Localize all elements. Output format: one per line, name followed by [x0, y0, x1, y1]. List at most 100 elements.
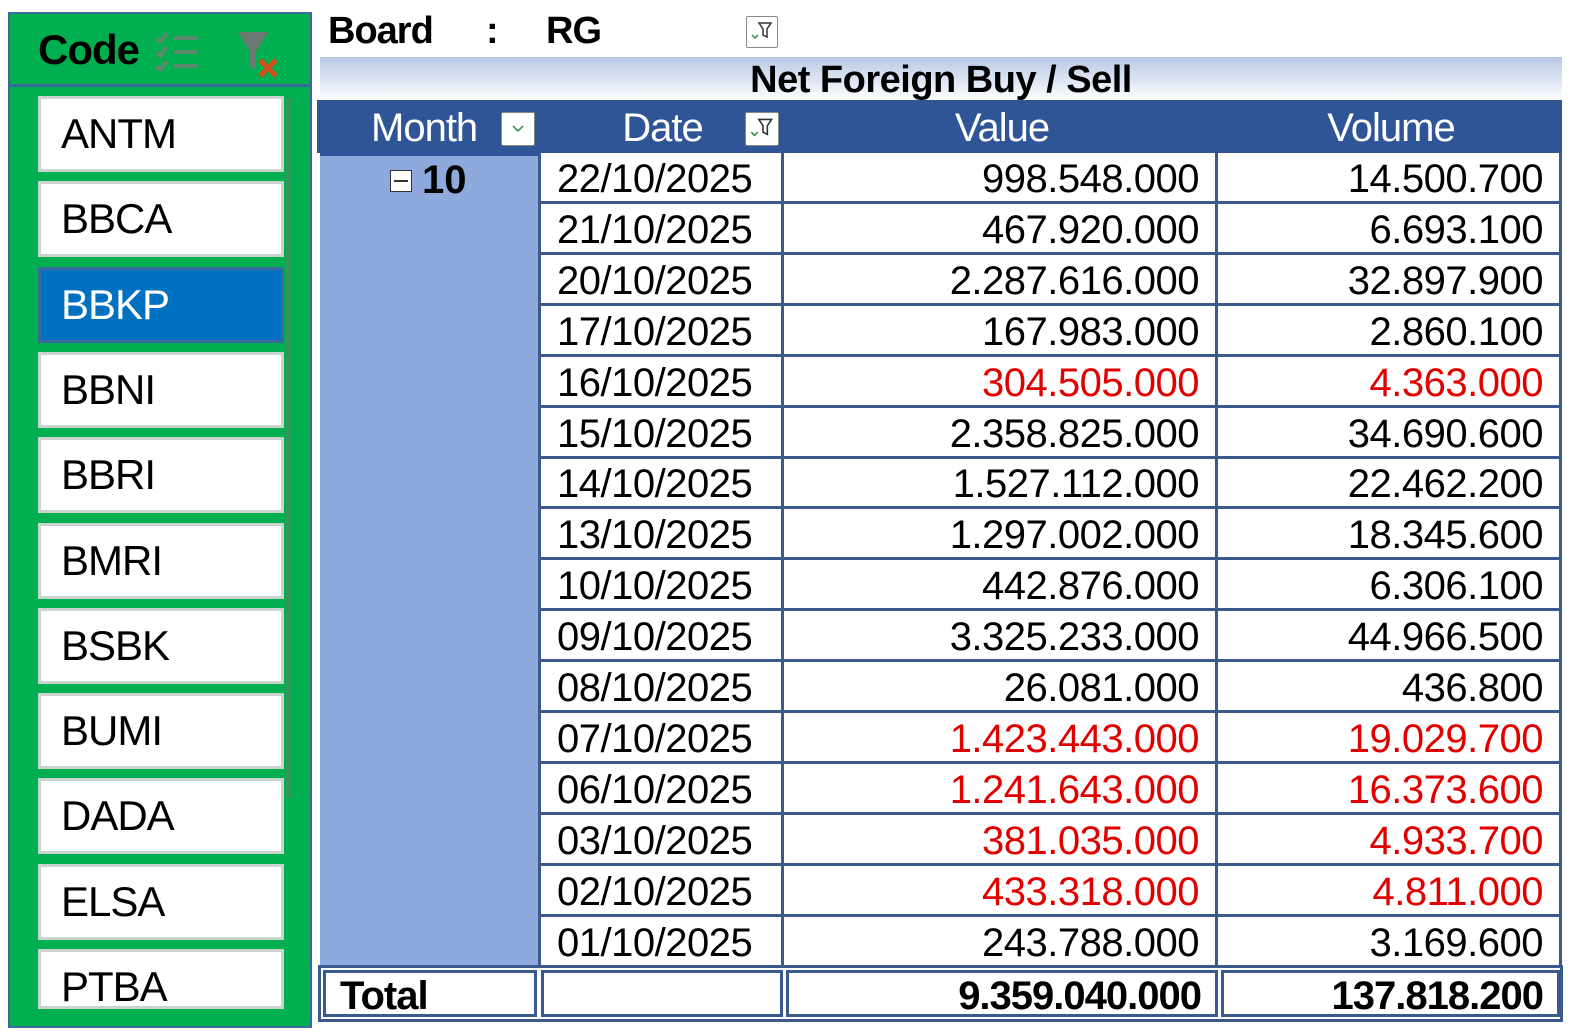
pivot-header-row: Month Date Value Volume — [317, 100, 1562, 153]
volume-cell: 436.800 — [1218, 662, 1562, 710]
value-cell: 26.081.000 — [784, 662, 1218, 710]
total-label: Total — [323, 970, 537, 1018]
month-group-label: 10 — [422, 158, 467, 202]
value-cell: 433.318.000 — [784, 865, 1218, 914]
slicer-item-bbca[interactable]: BBCA — [38, 181, 284, 258]
value-cell: 2.287.616.000 — [784, 254, 1218, 303]
table-row: 22/10/2025 998.548.000 14.500.700 — [538, 153, 1562, 204]
date-cell: 13/10/2025 — [538, 509, 784, 558]
value-cell: 2.358.825.000 — [784, 407, 1218, 456]
date-cell: 20/10/2025 — [538, 254, 784, 303]
table-row: 02/10/2025 433.318.000 4.811.000 — [538, 865, 1562, 917]
value-cell: 467.920.000 — [784, 203, 1218, 252]
slicer-item-ptba[interactable]: PTBA — [38, 949, 284, 1009]
slicer-scrollbar[interactable] — [286, 98, 292, 798]
chevron-down-icon — [512, 125, 524, 133]
volume-cell: 32.897.900 — [1218, 254, 1562, 303]
value-cell: 3.325.233.000 — [784, 611, 1218, 660]
volume-cell: 4.933.700 — [1218, 814, 1562, 863]
date-cell: 09/10/2025 — [538, 611, 784, 660]
slicer-item-bmri[interactable]: BMRI — [38, 522, 284, 599]
volume-cell: 3.169.600 — [1218, 916, 1562, 965]
date-filter-button[interactable] — [745, 112, 779, 146]
volume-cell: 16.373.600 — [1218, 763, 1562, 812]
code-slicer: Code ANTM BBCA BBKP BBNI BBRI BMRI BSBK BUMI DAD… — [8, 12, 312, 1028]
slicer-item-bbri[interactable]: BBRI — [38, 437, 284, 514]
value-cell: 442.876.000 — [784, 560, 1218, 609]
total-row: Total 9.359.040.000 137.818.200 — [318, 965, 1563, 1022]
slicer-title: Code — [38, 26, 140, 73]
filter-icon — [750, 118, 774, 137]
slicer-item-bbni[interactable]: BBNI — [38, 351, 284, 428]
board-value: RG — [546, 10, 602, 52]
date-cell: 16/10/2025 — [538, 356, 784, 405]
table-row: 01/10/2025 243.788.000 3.169.600 — [538, 916, 1562, 968]
table-row: 17/10/2025 167.983.000 2.860.100 — [538, 305, 1562, 357]
date-cell: 08/10/2025 — [538, 662, 784, 710]
total-value: 9.359.040.000 — [786, 970, 1218, 1018]
slicer-item-bumi[interactable]: BUMI — [38, 693, 284, 770]
table-row: 09/10/2025 3.325.233.000 44.966.500 — [538, 611, 1562, 663]
slicer-item-bbkp[interactable]: BBKP — [38, 266, 284, 343]
value-cell: 304.505.000 — [784, 356, 1218, 405]
slicer-item-dada[interactable]: DADA — [38, 778, 284, 855]
collapse-icon[interactable] — [390, 170, 412, 192]
volume-cell: 18.345.600 — [1218, 509, 1562, 558]
date-cell: 10/10/2025 — [538, 560, 784, 609]
total-volume: 137.818.200 — [1221, 970, 1560, 1018]
volume-cell: 19.029.700 — [1218, 712, 1562, 761]
slicer-item-elsa[interactable]: ELSA — [38, 863, 284, 940]
volume-cell: 4.811.000 — [1218, 865, 1562, 914]
date-cell: 15/10/2025 — [538, 407, 784, 456]
value-cell: 1.297.002.000 — [784, 509, 1218, 558]
table-row: 10/10/2025 442.876.000 6.306.100 — [538, 560, 1562, 612]
header-date: Date — [622, 106, 704, 150]
header-month: Month — [371, 106, 478, 150]
filter-icon — [751, 22, 773, 40]
header-value: Value — [954, 106, 1050, 150]
volume-cell: 34.690.600 — [1218, 407, 1562, 456]
volume-cell: 22.462.200 — [1218, 458, 1562, 507]
volume-cell: 6.693.100 — [1218, 203, 1562, 252]
date-cell: 21/10/2025 — [538, 203, 784, 252]
volume-cell: 2.860.100 — [1218, 305, 1562, 354]
date-cell: 07/10/2025 — [538, 712, 784, 761]
date-cell: 03/10/2025 — [538, 814, 784, 863]
month-dropdown-button[interactable] — [501, 112, 535, 146]
table-row: 03/10/2025 381.035.000 4.933.700 — [538, 814, 1562, 866]
month-group-cell: 10 — [320, 153, 538, 965]
board-separator: : — [486, 10, 499, 52]
table-row: 15/10/2025 2.358.825.000 34.690.600 — [538, 407, 1562, 459]
value-cell: 1.241.643.000 — [784, 763, 1218, 812]
date-cell: 01/10/2025 — [538, 916, 784, 965]
volume-cell: 44.966.500 — [1218, 611, 1562, 660]
board-filter-button[interactable] — [746, 16, 778, 48]
table-row: 16/10/2025 304.505.000 4.363.000 — [538, 356, 1562, 408]
date-cell: 02/10/2025 — [538, 865, 784, 914]
value-cell: 998.548.000 — [784, 153, 1218, 201]
table-row: 08/10/2025 26.081.000 436.800 — [538, 662, 1562, 713]
multi-select-icon[interactable] — [154, 30, 202, 74]
slicer-header: Code — [10, 14, 310, 87]
value-cell: 1.527.112.000 — [784, 458, 1218, 507]
table-row: 14/10/2025 1.527.112.000 22.462.200 — [538, 458, 1562, 510]
header-volume: Volume — [1327, 106, 1455, 150]
date-cell: 17/10/2025 — [538, 305, 784, 354]
clear-filter-icon[interactable] — [236, 30, 282, 80]
table-row: 20/10/2025 2.287.616.000 32.897.900 — [538, 254, 1562, 306]
date-cell: 06/10/2025 — [538, 763, 784, 812]
slicer-item-antm[interactable]: ANTM — [38, 96, 284, 172]
pivot-title: Net Foreign Buy / Sell — [320, 57, 1562, 101]
value-cell: 381.035.000 — [784, 814, 1218, 863]
date-cell: 14/10/2025 — [538, 458, 784, 507]
table-row: 07/10/2025 1.423.443.000 19.029.700 — [538, 712, 1562, 764]
value-cell: 167.983.000 — [784, 305, 1218, 354]
value-cell: 243.788.000 — [784, 916, 1218, 965]
slicer-item-bsbk[interactable]: BSBK — [38, 607, 284, 684]
volume-cell: 14.500.700 — [1218, 153, 1562, 201]
volume-cell: 4.363.000 — [1218, 356, 1562, 405]
date-cell: 22/10/2025 — [538, 153, 784, 201]
table-row: 21/10/2025 467.920.000 6.693.100 — [538, 203, 1562, 255]
table-row: 06/10/2025 1.241.643.000 16.373.600 — [538, 763, 1562, 815]
volume-cell: 6.306.100 — [1218, 560, 1562, 609]
